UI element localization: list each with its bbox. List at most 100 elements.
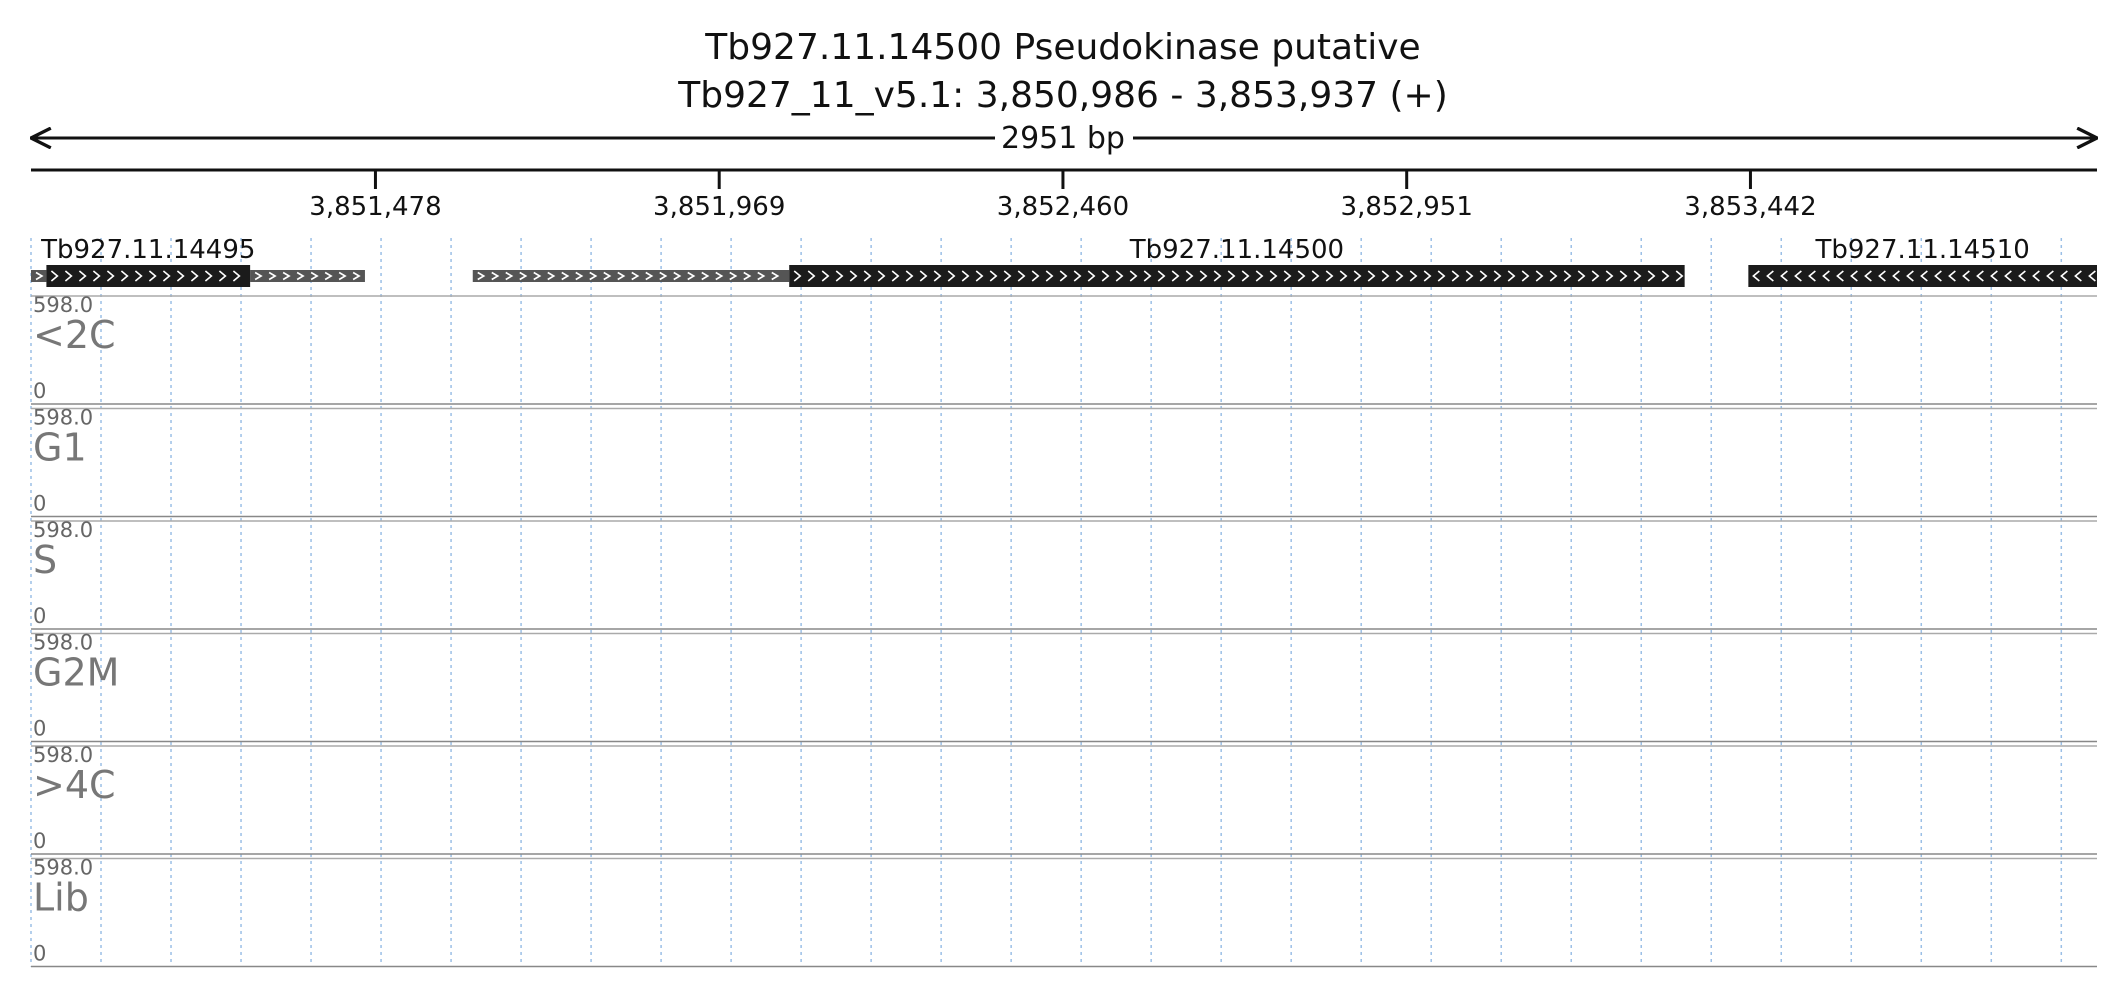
strand-chevron [1794, 270, 1802, 282]
strand-chevron [1129, 270, 1138, 282]
gene-cds [46, 265, 251, 287]
gene-utr [472, 270, 790, 282]
strand-chevron [1171, 270, 1180, 282]
strand-chevron [687, 271, 696, 281]
strand-chevron [338, 271, 347, 281]
strand-chevron [1549, 270, 1558, 282]
track-max-label: 598.0 [33, 406, 93, 430]
strand-chevron [218, 270, 227, 282]
track: 598.0 0 >4C [31, 743, 2097, 855]
track: 598.0 0 <2C [31, 293, 2097, 405]
strand-chevron [2046, 270, 2054, 282]
strand-chevron [645, 271, 654, 281]
strand-chevron [1563, 270, 1572, 282]
strand-chevron [947, 270, 956, 282]
strand-chevron [1185, 270, 1194, 282]
strand-chevron [204, 270, 213, 282]
track-min-label: 0 [33, 942, 46, 966]
strand-chevron [603, 271, 612, 281]
strand-chevron [575, 271, 584, 281]
strand-chevron [715, 271, 724, 281]
strand-chevron [1311, 270, 1320, 282]
strand-chevron [1157, 270, 1166, 282]
strand-chevron [1822, 270, 1830, 282]
strand-chevron [78, 270, 87, 282]
strand-chevron [1808, 270, 1816, 282]
strand-chevron [1325, 270, 1334, 282]
track: 598.0 0 G1 [31, 406, 2097, 518]
x-tick-label: 3,851,969 [653, 192, 785, 222]
strand-chevron [232, 270, 241, 282]
strand-chevron [352, 271, 361, 281]
strand-chevron [505, 271, 514, 281]
strand-chevron [1948, 270, 1956, 282]
strand-chevron [1493, 270, 1502, 282]
track-max-label: 598.0 [33, 631, 93, 655]
strand-chevron [92, 270, 101, 282]
strand-chevron [176, 270, 185, 282]
strand-chevron [1297, 270, 1306, 282]
strand-chevron [771, 271, 780, 281]
strand-chevron [310, 271, 319, 281]
strand-chevron [1535, 270, 1544, 282]
strand-chevron [1381, 270, 1390, 282]
track-min-label: 0 [33, 717, 46, 741]
strand-chevron [148, 270, 157, 282]
track-min-label: 0 [33, 604, 46, 628]
strand-chevron [1591, 270, 1600, 282]
strand-chevron [268, 271, 277, 281]
strand-chevron [989, 270, 998, 282]
strand-chevron [1115, 270, 1124, 282]
strand-chevron [2060, 270, 2068, 282]
strand-chevron [1199, 270, 1208, 282]
strand-chevron [1255, 270, 1264, 282]
track-name: G2M [33, 651, 119, 695]
track: 598.0 0 G2M [31, 631, 2097, 743]
strand-chevron [106, 270, 115, 282]
strand-chevron [477, 271, 486, 281]
strand-chevron [975, 270, 984, 282]
strand-chevron [729, 271, 738, 281]
strand-chevron [1031, 270, 1040, 282]
strand-chevron [757, 271, 766, 281]
track-max-label: 598.0 [33, 518, 93, 542]
x-tick-label: 3,852,951 [1341, 192, 1473, 222]
track-min-label: 0 [33, 379, 46, 403]
strand-chevron [919, 270, 928, 282]
strand-chevron [1087, 270, 1096, 282]
strand-chevron [1339, 270, 1348, 282]
strand-chevron [1766, 270, 1774, 282]
chart-subtitle: Tb927_11_v5.1: 3,850,986 - 3,853,937 (+) [677, 75, 1448, 116]
axis-ticks: 3,851,478 3,851,969 3,852,460 3,852,951 3,85… [309, 170, 1817, 222]
x-tick-label: 3,851,478 [309, 192, 441, 222]
gene-utr [250, 270, 365, 282]
strand-chevron [1479, 270, 1488, 282]
strand-chevron [835, 270, 844, 282]
strand-chevron [1906, 270, 1914, 282]
strand-chevron [1507, 270, 1516, 282]
strand-chevron [631, 271, 640, 281]
strand-chevron [1647, 270, 1656, 282]
strand-chevron [1143, 270, 1152, 282]
strand-chevron [134, 270, 143, 282]
strand-chevron [617, 271, 626, 281]
strand-chevron [1395, 270, 1404, 282]
strand-chevron [2032, 270, 2040, 282]
track-max-label: 598.0 [33, 856, 93, 880]
strand-chevron [933, 270, 942, 282]
strand-chevron [1661, 270, 1670, 282]
track-name: G1 [33, 426, 87, 470]
strand-chevron [1864, 270, 1872, 282]
strand-chevron [849, 270, 858, 282]
strand-chevron [821, 270, 830, 282]
strand-chevron [701, 271, 710, 281]
strand-chevron [533, 271, 542, 281]
strand-chevron [35, 271, 44, 281]
strand-chevron [1780, 270, 1788, 282]
gene-track: Tb927.11.14495 Tb927.11.14500 Tb927.11.145… [31, 235, 2097, 287]
strand-chevron [1045, 270, 1054, 282]
strand-chevron [1423, 270, 1432, 282]
strand-chevron [659, 271, 668, 281]
strand-chevron [50, 270, 59, 282]
